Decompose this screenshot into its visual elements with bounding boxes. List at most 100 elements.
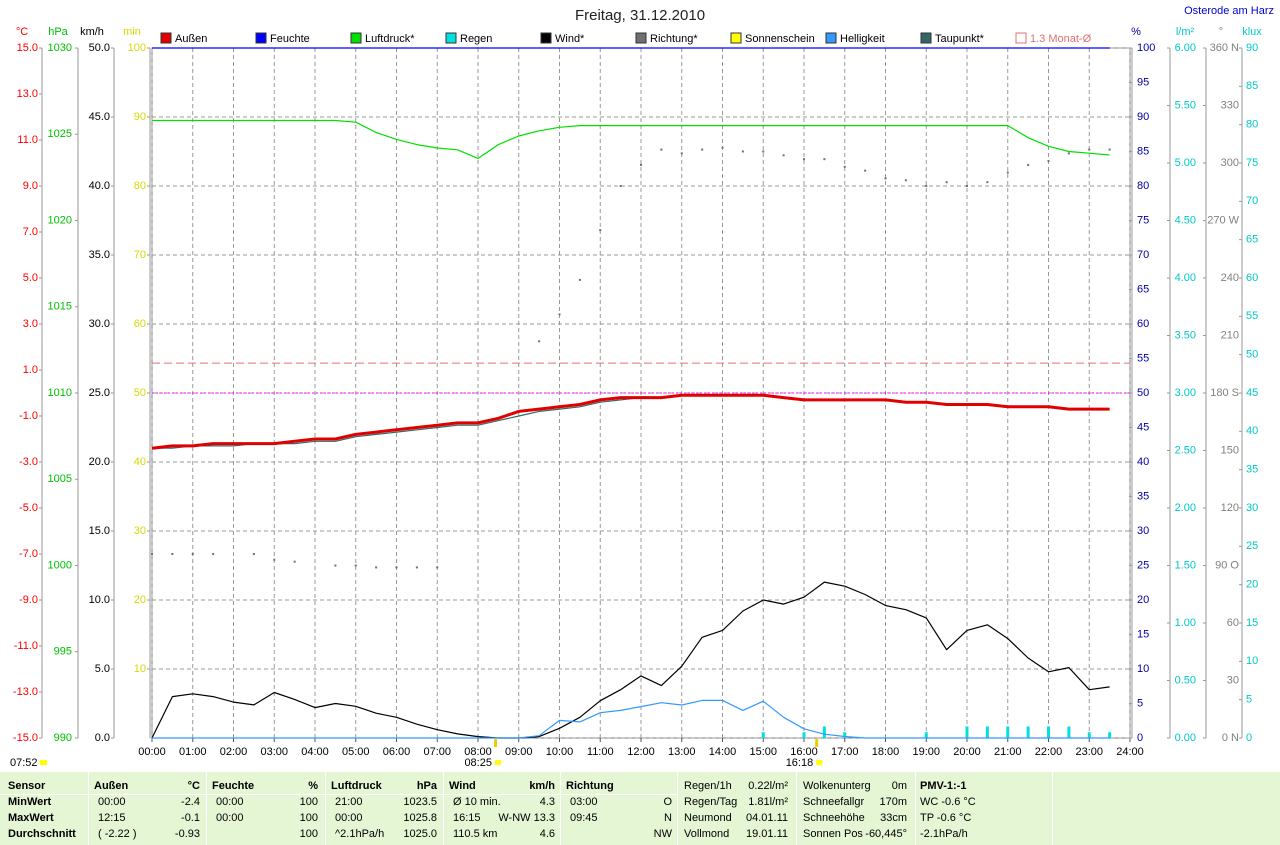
dot — [945, 181, 948, 184]
dot — [191, 553, 194, 555]
axis-title: l/m² — [1176, 26, 1195, 38]
axis-title: ° — [1219, 26, 1223, 38]
stat-time: 03:00 — [570, 796, 598, 808]
y-tick-label: 6.00 — [1175, 42, 1196, 54]
dot — [171, 553, 174, 555]
y-tick-label: 1.00 — [1175, 617, 1196, 629]
dot — [578, 278, 581, 281]
y-tick-label: 70 — [1246, 195, 1258, 207]
info-value: 0m — [891, 780, 907, 792]
y-tick-label: 25 — [1246, 540, 1258, 552]
x-tick-label: 12:00 — [627, 746, 655, 758]
x-tick-label: 24:00 — [1116, 746, 1144, 758]
chart: Freitag, 31.12.2010 Osterode am Harz 07:… — [10, 5, 1274, 769]
y-tick-label: 50 — [134, 387, 146, 399]
legend-label: Außen — [175, 33, 207, 45]
group-title: Richtung — [566, 780, 614, 792]
x-tick-label: 11:00 — [587, 746, 614, 758]
bar — [924, 732, 928, 738]
y-tick-label: -11.0 — [14, 640, 38, 652]
info-label: Neumond — [684, 812, 732, 824]
group-title: Außen — [94, 780, 129, 792]
dot — [395, 566, 398, 569]
sun-icon — [40, 760, 47, 765]
dot — [558, 313, 561, 316]
y-tick-label: 20.0 — [89, 456, 110, 468]
group-title: Feuchte — [212, 780, 255, 792]
dot — [823, 158, 826, 161]
chart-title: Freitag, 31.12.2010 — [575, 7, 705, 24]
y-tick-label: 4.00 — [1175, 272, 1196, 284]
pmv-title: PMV-1:-1 — [920, 780, 967, 792]
separator — [0, 794, 677, 795]
location: Osterode am Harz — [1184, 5, 1274, 17]
y-tick-label: 100 — [1137, 42, 1155, 54]
bar — [761, 732, 765, 738]
stat-value: O — [663, 796, 672, 808]
row-label: MaxWert — [8, 812, 54, 824]
dot — [925, 185, 928, 187]
info-value: 170m — [879, 796, 907, 808]
info-value: 33cm — [880, 812, 907, 824]
y-tick-label: 65 — [1246, 234, 1258, 246]
y-tick-label: 35 — [1246, 464, 1258, 476]
y-tick-label: 15 — [1246, 617, 1258, 629]
bar — [1047, 726, 1050, 738]
y-tick-label: 60 — [134, 318, 146, 330]
stats-table: Sensor MinWert MaxWert Durchschnitt Außen °C 0… — [0, 772, 1280, 845]
axis-title: hPa — [48, 26, 68, 38]
stat-value: 100 — [299, 812, 318, 824]
info-value: 0.22l/m² — [748, 780, 788, 792]
y-tick-label: 75 — [1137, 214, 1149, 226]
dot — [660, 148, 663, 151]
separator — [88, 772, 89, 845]
axis-title: % — [1131, 26, 1141, 38]
y-tick-label: -15.0 — [13, 732, 38, 744]
y-tick-label: 4.50 — [1175, 214, 1196, 226]
dot — [1088, 148, 1091, 151]
y-tick-label: 85 — [1137, 145, 1149, 157]
info-value: 1.81l/m² — [748, 796, 788, 808]
y-tick-label: 25 — [1137, 559, 1149, 571]
y-tick-label: 50 — [1246, 349, 1258, 361]
row-label: MinWert — [8, 796, 52, 808]
row-label: Sensor — [8, 780, 46, 792]
x-tick-label: 05:00 — [342, 746, 370, 758]
info-value: 04.01.11 — [745, 812, 788, 824]
x-tick-label: 13:00 — [668, 746, 696, 758]
y-tick-label: 5.0 — [95, 663, 110, 675]
stat-time: 00:00 — [216, 796, 244, 808]
info-label: Regen/1h — [684, 780, 732, 792]
y-tick-label: 360 N — [1210, 42, 1239, 54]
y-tick-label: 15 — [1137, 628, 1149, 640]
stat-value: -0.93 — [174, 828, 200, 840]
y-tick-label: 45 — [1137, 421, 1149, 433]
legend-swatch — [1015, 32, 1027, 44]
y-tick-label: 60 — [1246, 272, 1258, 284]
y-tick-label: 55 — [1137, 352, 1149, 364]
dot — [721, 146, 724, 149]
y-tick-label: 150 — [1221, 444, 1239, 456]
stat-value: -0.1 — [181, 812, 200, 824]
axis-title: min — [123, 26, 141, 38]
x-tick-label: 00:00 — [138, 746, 166, 758]
dot — [843, 165, 846, 168]
info-value: -60,445° — [865, 828, 907, 840]
y-tick-label: 15.0 — [89, 525, 110, 537]
x-tick-label: 10:00 — [546, 746, 574, 758]
y-tick-label: 90 O — [1215, 559, 1239, 571]
y-tick-label: 1.0 — [23, 364, 38, 376]
x-tick-label: 04:00 — [301, 746, 329, 758]
y-tick-label: 240 — [1221, 272, 1239, 284]
legend-label: 1.3 Monat-Ø — [1030, 33, 1092, 45]
y-tick-label: -9.0 — [19, 594, 38, 606]
sun-label: 08:25 — [464, 757, 492, 769]
y-tick-label: 80 — [1246, 119, 1258, 131]
series-line — [152, 119, 1110, 159]
y-tick-label: 20 — [1246, 579, 1258, 591]
info-label: Vollmond — [684, 828, 730, 840]
stat-time: ( -2.22 ) — [98, 828, 137, 840]
legend-label: Luftdruck* — [365, 33, 415, 45]
stat-time: 09:45 — [570, 812, 598, 824]
legend-label: Sonnenschein — [745, 33, 815, 45]
